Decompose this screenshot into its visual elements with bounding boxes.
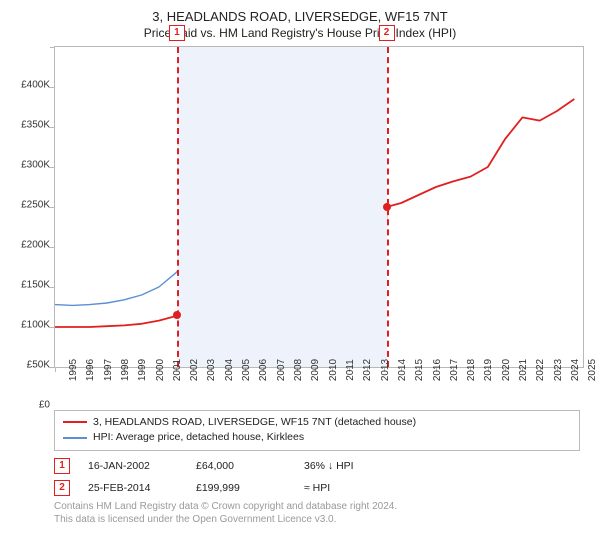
y-tick-label: £50K — [27, 359, 50, 370]
y-tick-label: £100K — [21, 319, 50, 330]
y-tick-label: £200K — [21, 239, 50, 250]
legend: 3, HEADLANDS ROAD, LIVERSEDGE, WF15 7NT … — [54, 410, 580, 452]
event-delta: 36% ↓ HPI — [304, 460, 394, 472]
event-date: 16-JAN-2002 — [88, 460, 178, 472]
footer-line-2: This data is licensed under the Open Gov… — [54, 514, 580, 527]
events-table: 1 16-JAN-2002 £64,000 36% ↓ HPI 2 25-FEB-2014… — [54, 455, 580, 499]
plot-area: 12 — [54, 46, 584, 368]
y-tick-label: £150K — [21, 279, 50, 290]
y-tick-label: £0 — [39, 399, 50, 410]
legend-row: 3, HEADLANDS ROAD, LIVERSEDGE, WF15 7NT … — [63, 415, 571, 431]
chart-subtitle: Price paid vs. HM Land Registry's House … — [10, 26, 590, 40]
event-price: £64,000 — [196, 460, 286, 472]
footer-line-1: Contains HM Land Registry data © Crown c… — [54, 501, 580, 514]
chart-title: 3, HEADLANDS ROAD, LIVERSEDGE, WF15 7NT — [10, 8, 590, 26]
footer: Contains HM Land Registry data © Crown c… — [54, 501, 580, 526]
event-marker: 1 — [169, 25, 185, 41]
event-marker: 2 — [379, 25, 395, 41]
legend-swatch — [63, 421, 87, 423]
event-number-box: 1 — [54, 458, 70, 474]
event-dot — [383, 203, 391, 211]
x-tick-label: 2025 — [573, 358, 598, 380]
event-delta: ≈ HPI — [304, 482, 394, 494]
y-axis: £0£50K£100K£150K£200K£250K£300K£350K£400… — [10, 85, 52, 405]
x-axis: 1995199619971998199920002001200220032004… — [54, 368, 582, 404]
y-tick-label: £300K — [21, 159, 50, 170]
event-row: 1 16-JAN-2002 £64,000 36% ↓ HPI — [54, 455, 580, 477]
event-number-box: 2 — [54, 480, 70, 496]
y-tick-label: £250K — [21, 199, 50, 210]
legend-row: HPI: Average price, detached house, Kirk… — [63, 430, 571, 446]
legend-swatch — [63, 437, 87, 439]
legend-label: HPI: Average price, detached house, Kirk… — [93, 430, 304, 446]
event-dot — [173, 311, 181, 319]
chart-container: 3, HEADLANDS ROAD, LIVERSEDGE, WF15 7NT … — [0, 0, 600, 532]
legend-label: 3, HEADLANDS ROAD, LIVERSEDGE, WF15 7NT … — [93, 415, 416, 431]
y-tick-label: £350K — [21, 119, 50, 130]
y-tick-label: £400K — [21, 79, 50, 90]
event-price: £199,999 — [196, 482, 286, 494]
event-date: 25-FEB-2014 — [88, 482, 178, 494]
event-row: 2 25-FEB-2014 £199,999 ≈ HPI — [54, 477, 580, 499]
shaded-band — [177, 47, 387, 367]
